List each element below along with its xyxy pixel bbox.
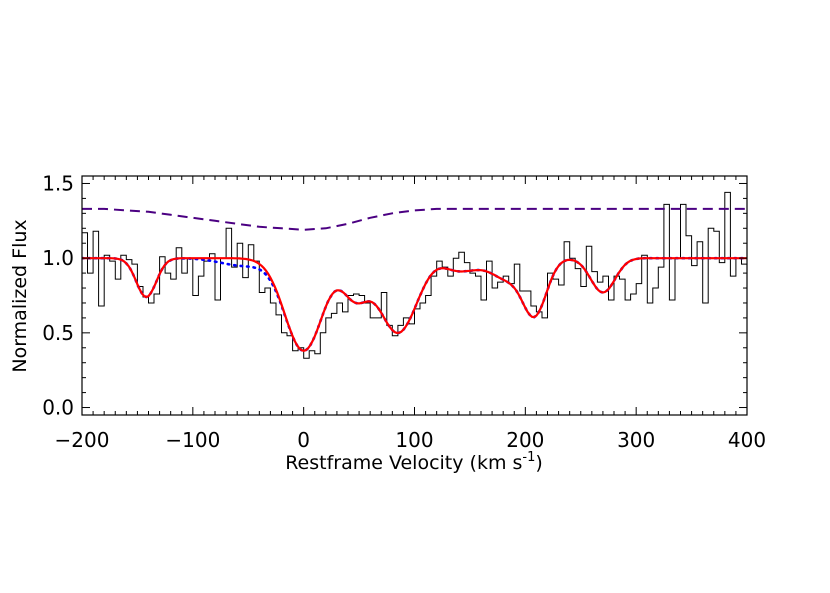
- series-layer: [82, 191, 747, 359]
- x-tick-label: −200: [55, 428, 110, 452]
- x-tick-label: 200: [506, 428, 544, 452]
- x-axis-title-end: ): [535, 452, 542, 474]
- x-tick-label: 100: [395, 428, 433, 452]
- series-data-histogram: [82, 191, 747, 359]
- ticks-layer: [81, 176, 748, 415]
- y-tick-label: 0.5: [42, 321, 74, 345]
- x-tick-label: 300: [617, 428, 655, 452]
- y-tick-label: 1.0: [42, 246, 74, 270]
- x-tick-label: 400: [728, 428, 766, 452]
- x-axis-title: Restframe Velocity (km s-1): [285, 450, 543, 474]
- x-tick-label: −100: [165, 428, 220, 452]
- series-offset-dashed: [82, 207, 747, 231]
- x-tick-label: 0: [297, 428, 310, 452]
- x-axis-title-superscript: -1: [522, 450, 535, 465]
- tick-labels-layer: −200 −100 0 100 200 300 400 0.0 0.5 1.0 1.5: [42, 171, 766, 452]
- y-axis-title: Normalized Flux: [9, 219, 31, 372]
- y-tick-label: 1.5: [42, 171, 74, 195]
- series-fit-line: [82, 257, 747, 352]
- y-tick-label: 0.0: [42, 396, 74, 420]
